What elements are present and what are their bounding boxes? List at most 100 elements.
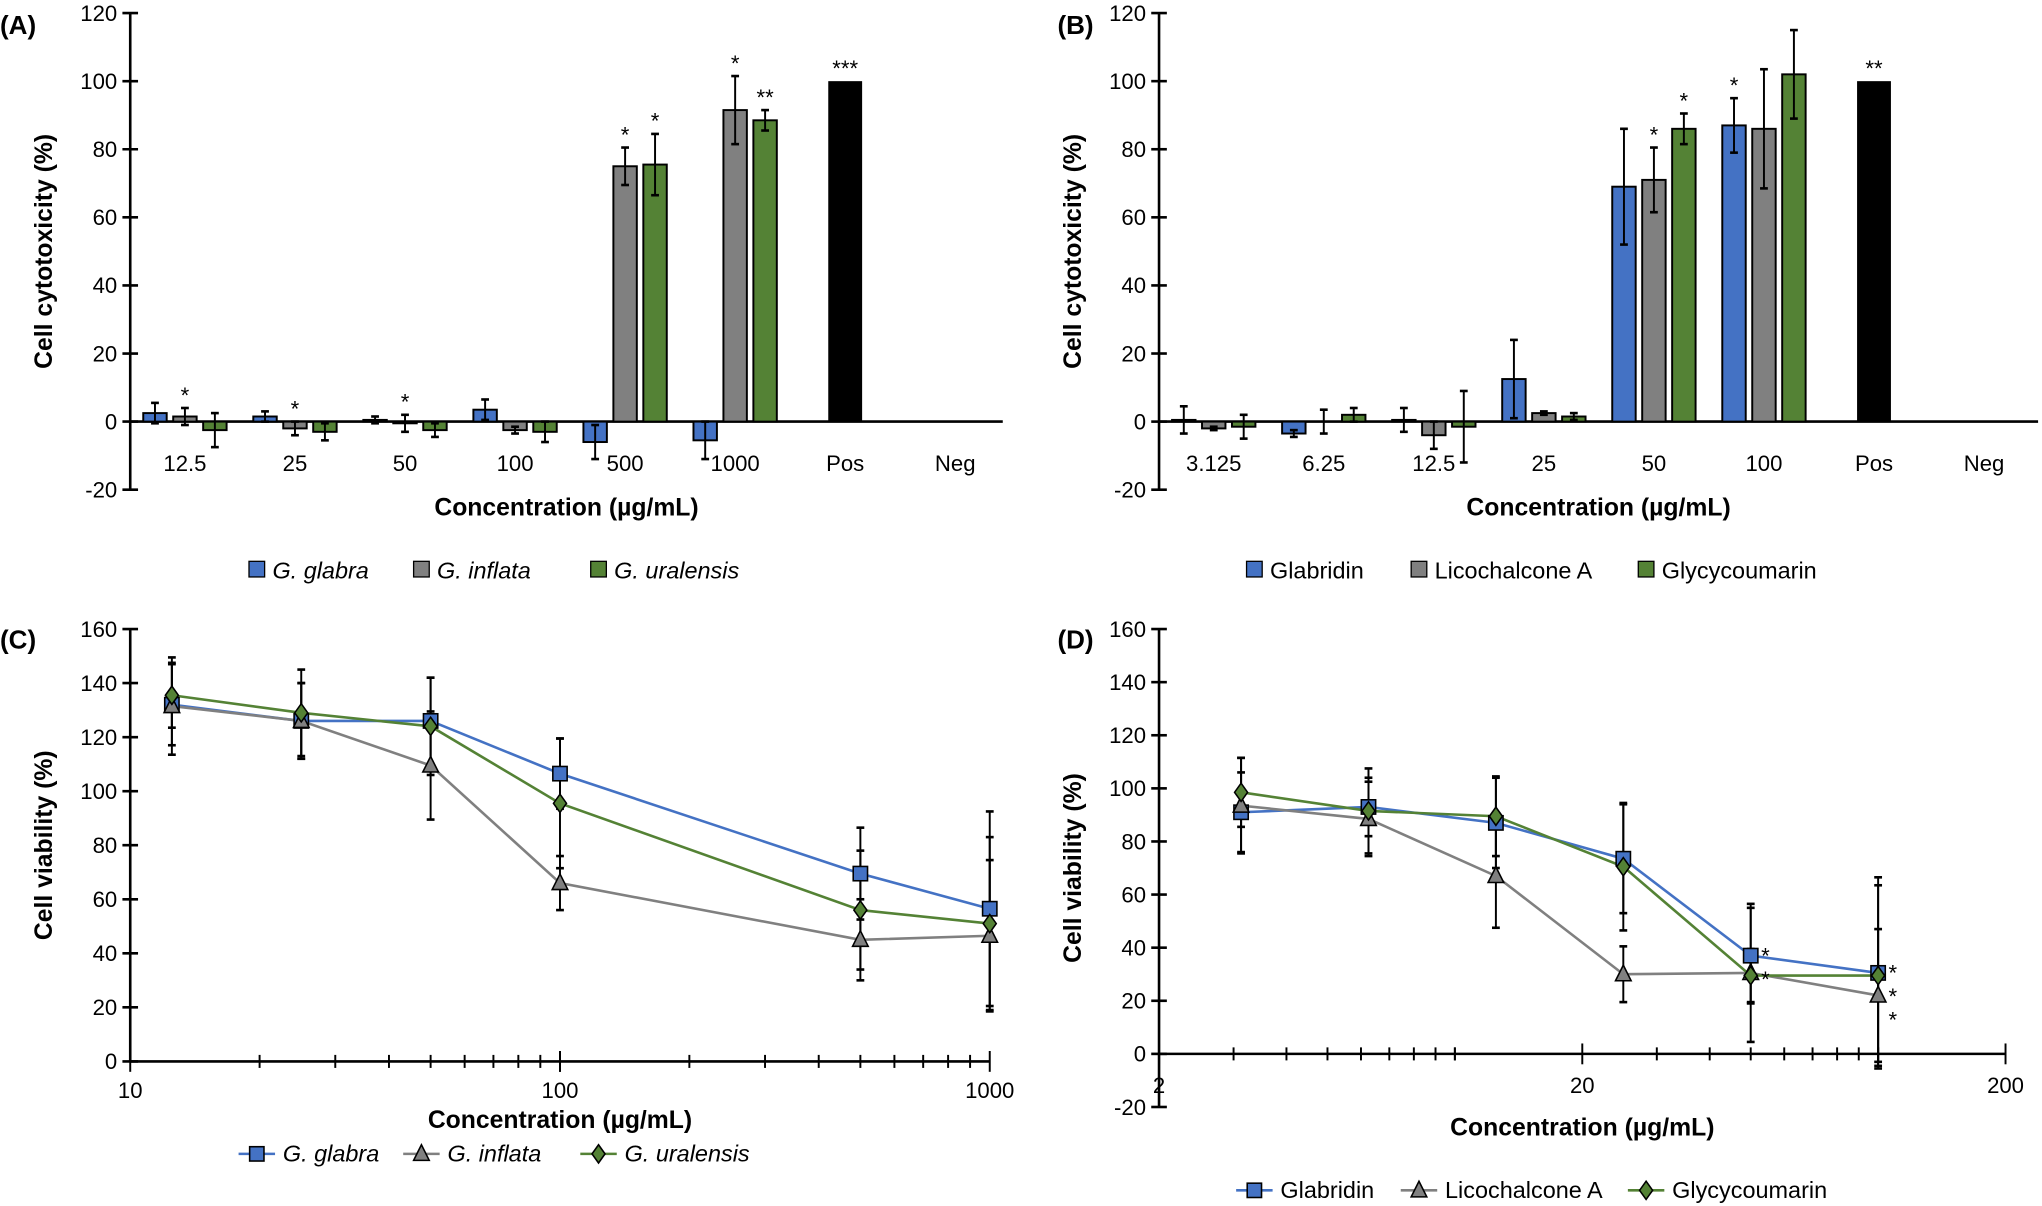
legend-label: G. uralensis xyxy=(625,1141,750,1167)
significance-star: * xyxy=(1650,122,1659,147)
significance-star: * xyxy=(1761,967,1770,992)
x-axis-label: Concentration (µg/mL) xyxy=(1450,1115,1714,1142)
y-tick-label: 80 xyxy=(93,137,118,162)
y-axis-label: Cell cytotoxicity (%) xyxy=(1060,134,1087,369)
y-tick-label: 20 xyxy=(93,341,118,366)
series-line xyxy=(171,693,990,925)
legend-label: Glabridin xyxy=(1270,557,1364,583)
series-line xyxy=(1241,805,1879,975)
y-tick-label: 120 xyxy=(1109,1,1146,26)
x-tick-label: Neg xyxy=(1964,451,2005,476)
y-axis-label: Cell viability (%) xyxy=(31,750,58,940)
y-tick-label: 60 xyxy=(1121,205,1146,230)
x-tick-label: 50 xyxy=(1642,451,1667,476)
y-tick-label: 120 xyxy=(80,1,117,26)
y-tick-label: 160 xyxy=(80,617,117,642)
square-marker xyxy=(1742,947,1759,964)
y-tick-label: 0 xyxy=(105,1049,117,1074)
diamond-marker xyxy=(591,1143,607,1165)
diamond-marker xyxy=(1233,781,1249,803)
legend-item: G. inflata xyxy=(412,557,531,583)
y-tick-label: 0 xyxy=(105,409,117,434)
y-tick-label: 160 xyxy=(1109,617,1146,642)
diamond-marker xyxy=(1615,856,1631,878)
significance-star: * xyxy=(1680,88,1689,113)
diamond-marker xyxy=(164,684,180,706)
series-line xyxy=(171,704,990,942)
y-tick-label: 60 xyxy=(93,887,118,912)
panel-c: (C) 0 20 40 60 80 100 120 140 160 Cell viability (… xyxy=(0,617,1014,1167)
diamond-marker xyxy=(1743,965,1759,987)
bar xyxy=(1721,124,1747,423)
legend-item: Glabridin xyxy=(1236,1177,1374,1203)
bar xyxy=(1781,73,1807,423)
triangle-marker xyxy=(1486,865,1505,884)
triangle-marker xyxy=(851,928,870,948)
x-tick-label: 20 xyxy=(1570,1073,1595,1098)
significance-star: *** xyxy=(832,56,858,81)
legend-label: Glycycoumarin xyxy=(1672,1177,1827,1203)
legend-label: Glabridin xyxy=(1280,1177,1374,1203)
legend-item: Glycycoumarin xyxy=(1637,557,1817,583)
significance-star: * xyxy=(731,51,740,76)
y-tick-label: -20 xyxy=(1114,478,1146,503)
triangle-marker xyxy=(1231,794,1251,813)
diamond-marker xyxy=(423,715,439,737)
legend-label: Glycycoumarin xyxy=(1662,557,1817,583)
y-tick-label: 80 xyxy=(1121,137,1146,162)
legend-swatch xyxy=(412,560,430,578)
square-marker xyxy=(248,1145,265,1162)
significance-star: * xyxy=(1730,73,1739,98)
x-tick-label: 10 xyxy=(118,1078,143,1103)
y-tick-label: 40 xyxy=(93,273,118,298)
diamond-marker xyxy=(1870,965,1886,987)
bar-positive-control xyxy=(828,81,863,422)
panel-label: (C) xyxy=(0,625,36,655)
triangle-marker xyxy=(550,872,570,891)
diamond-marker xyxy=(982,913,998,935)
significance-star: * xyxy=(181,383,190,408)
bar xyxy=(752,119,778,423)
triangle-marker xyxy=(980,924,999,944)
x-tick-label: 1000 xyxy=(711,451,760,476)
y-axis-label: Cell cytotoxicity (%) xyxy=(31,134,58,369)
y-tick-label: -20 xyxy=(1114,1095,1146,1120)
x-tick-label: 12.5 xyxy=(1412,451,1455,476)
square-marker xyxy=(1246,1182,1263,1199)
panel-b: (B) -20 0 20 40 60 80 100 120 Cell cytotoxicity (… xyxy=(1057,1,2039,583)
y-tick-label: 20 xyxy=(1121,341,1146,366)
x-axis-label: Concentration (µg/mL) xyxy=(428,1107,692,1134)
y-tick-label: 80 xyxy=(93,833,118,858)
significance-star: * xyxy=(651,109,660,134)
triangle-marker xyxy=(1409,1179,1429,1198)
significance-star: * xyxy=(1761,943,1770,968)
x-tick-label: 100 xyxy=(542,1078,579,1103)
significance-star: * xyxy=(1889,961,1898,986)
diamond-marker xyxy=(1638,1179,1654,1201)
x-tick-label: 200 xyxy=(1987,1073,2024,1098)
x-tick-label: 500 xyxy=(607,451,644,476)
y-tick-label: 40 xyxy=(1121,273,1146,298)
triangle-marker xyxy=(1869,984,1888,1003)
diamond-marker xyxy=(1361,800,1376,822)
legend-label: Licochalcone A xyxy=(1445,1177,1603,1203)
x-axis-label: Concentration (µg/mL) xyxy=(1466,495,1730,522)
y-tick-label: -20 xyxy=(85,478,117,503)
legend-item: Glabridin xyxy=(1245,557,1364,583)
bar xyxy=(612,165,638,423)
y-tick-label: 60 xyxy=(1121,882,1146,907)
bar xyxy=(1671,127,1697,423)
panel-label: (D) xyxy=(1057,625,1093,655)
x-tick-label: 25 xyxy=(283,451,308,476)
legend-label: G. inflata xyxy=(447,1141,541,1167)
panel-label: (A) xyxy=(0,10,36,40)
x-tick-label: 25 xyxy=(1532,451,1557,476)
legend-item: G. inflata xyxy=(403,1141,541,1167)
legend-item: G. glabra xyxy=(238,1141,379,1167)
y-tick-label: 140 xyxy=(80,671,117,696)
x-tick-label: Neg xyxy=(935,451,976,476)
diamond-marker xyxy=(293,702,309,724)
triangle-marker xyxy=(1614,963,1633,982)
y-axis-label: Cell viability (%) xyxy=(1060,773,1087,963)
legend-item: Licochalcone A xyxy=(1400,1177,1603,1203)
